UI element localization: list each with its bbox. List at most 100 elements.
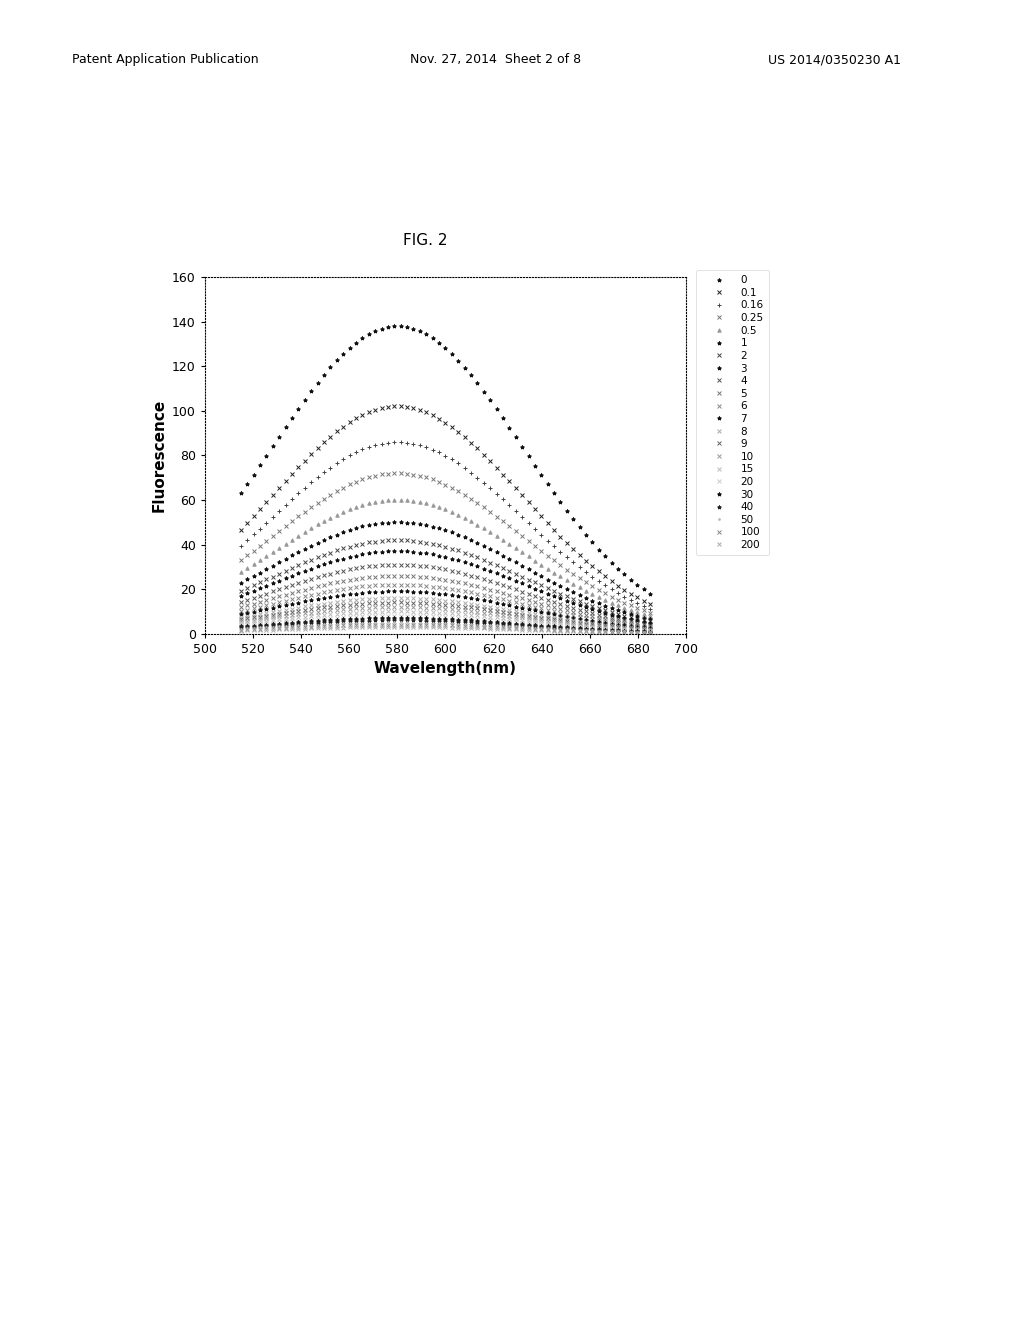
0.1 [414, 403, 426, 418]
0.5 [644, 609, 656, 624]
15 [452, 606, 464, 622]
100 [234, 622, 247, 638]
100 [644, 624, 656, 640]
6 [452, 582, 464, 598]
15 [631, 622, 643, 638]
0 [644, 586, 656, 602]
Text: Nov. 27, 2014  Sheet 2 of 8: Nov. 27, 2014 Sheet 2 of 8 [410, 53, 581, 66]
Line: 20: 20 [240, 614, 651, 634]
9 [331, 598, 343, 614]
50 [593, 623, 605, 639]
2 [356, 536, 369, 552]
7 [356, 585, 369, 601]
10 [644, 622, 656, 638]
10 [593, 618, 605, 634]
0.1 [631, 590, 643, 606]
3 [414, 545, 426, 561]
Text: US 2014/0350230 A1: US 2014/0350230 A1 [768, 53, 901, 66]
0.25 [331, 483, 343, 499]
20 [644, 623, 656, 639]
15 [234, 615, 247, 631]
0 [452, 352, 464, 368]
Line: 7: 7 [239, 589, 652, 630]
4 [356, 560, 369, 576]
40 [388, 612, 400, 628]
100 [414, 616, 426, 632]
Line: 6: 6 [240, 583, 651, 628]
30 [331, 611, 343, 627]
5 [631, 616, 643, 632]
5 [331, 574, 343, 590]
0 [356, 330, 369, 346]
0.25 [234, 552, 247, 568]
30 [234, 619, 247, 635]
9 [234, 611, 247, 627]
0.16 [234, 539, 247, 554]
7 [452, 589, 464, 605]
200 [388, 619, 400, 635]
Line: 3: 3 [239, 549, 652, 624]
200 [631, 624, 643, 640]
4 [234, 594, 247, 610]
7 [388, 583, 400, 599]
200 [644, 624, 656, 640]
100 [593, 623, 605, 639]
0.1 [234, 521, 247, 537]
40 [414, 612, 426, 628]
10 [331, 602, 343, 618]
Line: 0: 0 [239, 325, 652, 595]
0.5 [452, 507, 464, 523]
1 [388, 515, 400, 531]
Line: 40: 40 [239, 618, 652, 634]
5 [593, 610, 605, 626]
100 [631, 624, 643, 640]
0.1 [356, 407, 369, 422]
3 [356, 546, 369, 562]
0.25 [388, 466, 400, 482]
1 [593, 595, 605, 611]
10 [388, 599, 400, 615]
Line: 200: 200 [240, 626, 651, 635]
15 [593, 619, 605, 635]
40 [452, 614, 464, 630]
2 [631, 611, 643, 627]
15 [644, 623, 656, 639]
0.16 [593, 573, 605, 589]
0 [331, 352, 343, 368]
0.25 [644, 605, 656, 620]
4 [331, 564, 343, 579]
0 [414, 323, 426, 339]
4 [388, 557, 400, 573]
6 [356, 578, 369, 594]
4 [593, 607, 605, 623]
50 [331, 615, 343, 631]
Line: 100: 100 [240, 623, 651, 634]
3 [388, 544, 400, 560]
8 [356, 591, 369, 607]
10 [452, 602, 464, 618]
3 [452, 553, 464, 569]
9 [356, 595, 369, 611]
50 [414, 615, 426, 631]
Text: FIG. 2: FIG. 2 [402, 234, 447, 248]
40 [644, 624, 656, 640]
Line: 8: 8 [240, 597, 651, 631]
0.16 [388, 434, 400, 450]
0.16 [331, 455, 343, 471]
6 [234, 603, 247, 619]
Line: 50: 50 [240, 620, 651, 634]
2 [452, 543, 464, 558]
30 [452, 612, 464, 628]
1 [234, 574, 247, 590]
0.5 [388, 492, 400, 508]
0.25 [356, 471, 369, 487]
8 [414, 590, 426, 606]
20 [331, 610, 343, 626]
20 [593, 620, 605, 636]
Line: 0.16: 0.16 [239, 440, 652, 611]
0.1 [644, 597, 656, 612]
2 [644, 614, 656, 630]
0.1 [331, 424, 343, 440]
9 [644, 622, 656, 638]
20 [388, 609, 400, 624]
